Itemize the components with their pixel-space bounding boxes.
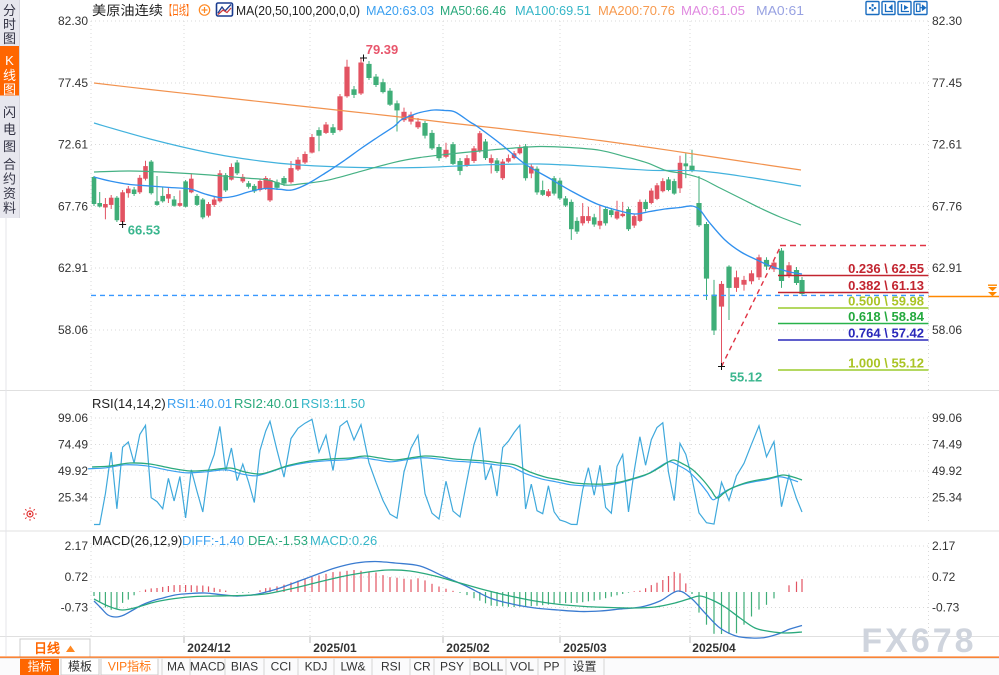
svg-text:49.92: 49.92 — [932, 464, 962, 478]
svg-text:0.382 \ 61.13: 0.382 \ 61.13 — [848, 278, 924, 293]
svg-text:0.764 \ 57.42: 0.764 \ 57.42 — [848, 326, 924, 341]
svg-text:合: 合 — [3, 157, 16, 172]
svg-text:-0.73: -0.73 — [932, 601, 960, 615]
svg-text:电: 电 — [3, 122, 16, 137]
svg-text:74.49: 74.49 — [58, 438, 88, 452]
svg-text:25.34: 25.34 — [58, 491, 88, 505]
svg-text:MA: MA — [167, 660, 185, 674]
svg-text:2025/03: 2025/03 — [563, 641, 607, 655]
svg-text:VIP指标: VIP指标 — [108, 659, 151, 674]
svg-text:55.12: 55.12 — [730, 370, 763, 385]
svg-text:资: 资 — [3, 186, 16, 201]
svg-text:74.49: 74.49 — [932, 438, 962, 452]
svg-text:62.91: 62.91 — [58, 261, 88, 275]
svg-text:设置: 设置 — [572, 660, 596, 674]
svg-text:58.06: 58.06 — [932, 323, 962, 337]
svg-text:PP: PP — [543, 660, 559, 674]
svg-text:指标: 指标 — [27, 659, 51, 674]
svg-text:BOLL: BOLL — [473, 660, 504, 674]
svg-text:0.72: 0.72 — [932, 570, 956, 584]
svg-text:时: 时 — [3, 17, 16, 32]
svg-text:MA0:61.05: MA0:61.05 — [681, 3, 745, 18]
svg-text:RSI2:40.01: RSI2:40.01 — [234, 396, 299, 411]
svg-text:LW&: LW& — [340, 660, 365, 674]
svg-text:1.000 \ 55.12: 1.000 \ 55.12 — [848, 356, 924, 371]
svg-text:MA(20,50,100,200,0,0): MA(20,50,100,200,0,0) — [236, 3, 360, 18]
svg-text:MA50:66.46: MA50:66.46 — [440, 3, 506, 18]
svg-text:67.76: 67.76 — [932, 200, 962, 214]
svg-text:2024/12: 2024/12 — [187, 641, 231, 655]
svg-text:模板: 模板 — [68, 660, 92, 674]
svg-text:RSI(14,14,2): RSI(14,14,2) — [92, 396, 166, 411]
svg-text:闪: 闪 — [3, 105, 16, 120]
svg-text:CCI: CCI — [271, 660, 292, 674]
svg-text:MA100:69.51: MA100:69.51 — [515, 3, 591, 18]
svg-text:【日线】: 【日线】 — [165, 3, 193, 18]
svg-text:料: 料 — [3, 201, 16, 216]
svg-text:99.06: 99.06 — [932, 411, 962, 425]
svg-text:66.53: 66.53 — [128, 223, 161, 238]
svg-text:82.30: 82.30 — [58, 14, 88, 28]
svg-text:MA20:63.03: MA20:63.03 — [366, 3, 434, 18]
svg-text:2025/01: 2025/01 — [313, 641, 357, 655]
svg-text:MACD: MACD — [190, 660, 226, 674]
svg-text:美原油连续: 美原油连续 — [92, 3, 163, 18]
svg-text:DEA:-1.53: DEA:-1.53 — [248, 533, 308, 548]
svg-text:BIAS: BIAS — [231, 660, 258, 674]
svg-text:49.92: 49.92 — [58, 464, 88, 478]
svg-text:2.17: 2.17 — [932, 539, 956, 553]
svg-text:RSI3:11.50: RSI3:11.50 — [301, 396, 365, 411]
svg-text:CR: CR — [413, 660, 431, 674]
svg-text:0.72: 0.72 — [65, 570, 89, 584]
svg-text:图: 图 — [3, 139, 16, 154]
svg-text:日线: 日线 — [34, 641, 60, 656]
svg-text:-0.73: -0.73 — [61, 601, 89, 615]
svg-text:MA0:61: MA0:61 — [756, 3, 804, 18]
svg-text:25.34: 25.34 — [932, 491, 962, 505]
svg-text:FX678: FX678 — [861, 622, 976, 660]
svg-text:2025/02: 2025/02 — [446, 641, 490, 655]
svg-text:0.500 \ 59.98: 0.500 \ 59.98 — [848, 294, 924, 309]
svg-text:72.61: 72.61 — [932, 138, 962, 152]
svg-text:PSY: PSY — [440, 660, 464, 674]
svg-text:72.61: 72.61 — [58, 138, 88, 152]
svg-text:0.618 \ 58.84: 0.618 \ 58.84 — [848, 309, 925, 324]
svg-text:82.30: 82.30 — [932, 14, 962, 28]
svg-text:线: 线 — [3, 68, 16, 83]
svg-text:VOL: VOL — [510, 660, 534, 674]
svg-text:图: 图 — [3, 31, 16, 46]
svg-text:KDJ: KDJ — [305, 660, 328, 674]
svg-text:0.236 \ 62.55: 0.236 \ 62.55 — [848, 261, 924, 276]
svg-text:MA200:70.76: MA200:70.76 — [598, 3, 675, 18]
svg-text:约: 约 — [3, 172, 16, 187]
svg-text:图: 图 — [3, 82, 16, 97]
svg-text:58.06: 58.06 — [58, 323, 88, 337]
svg-text:2.17: 2.17 — [65, 539, 89, 553]
svg-text:99.06: 99.06 — [58, 411, 88, 425]
svg-text:RSI1:40.01: RSI1:40.01 — [167, 396, 232, 411]
svg-text:RSI: RSI — [381, 660, 401, 674]
svg-text:2025/04: 2025/04 — [692, 641, 736, 655]
svg-text:62.91: 62.91 — [932, 261, 962, 275]
svg-text:MACD(26,12,9): MACD(26,12,9) — [92, 533, 182, 548]
svg-text:77.45: 77.45 — [932, 76, 962, 90]
svg-text:MACD:0.26: MACD:0.26 — [310, 533, 377, 548]
svg-text:K: K — [5, 53, 14, 68]
svg-text:79.39: 79.39 — [366, 42, 399, 57]
svg-text:77.45: 77.45 — [58, 76, 88, 90]
svg-text:67.76: 67.76 — [58, 200, 88, 214]
svg-text:分: 分 — [3, 3, 16, 18]
svg-text:DIFF:-1.40: DIFF:-1.40 — [182, 533, 244, 548]
